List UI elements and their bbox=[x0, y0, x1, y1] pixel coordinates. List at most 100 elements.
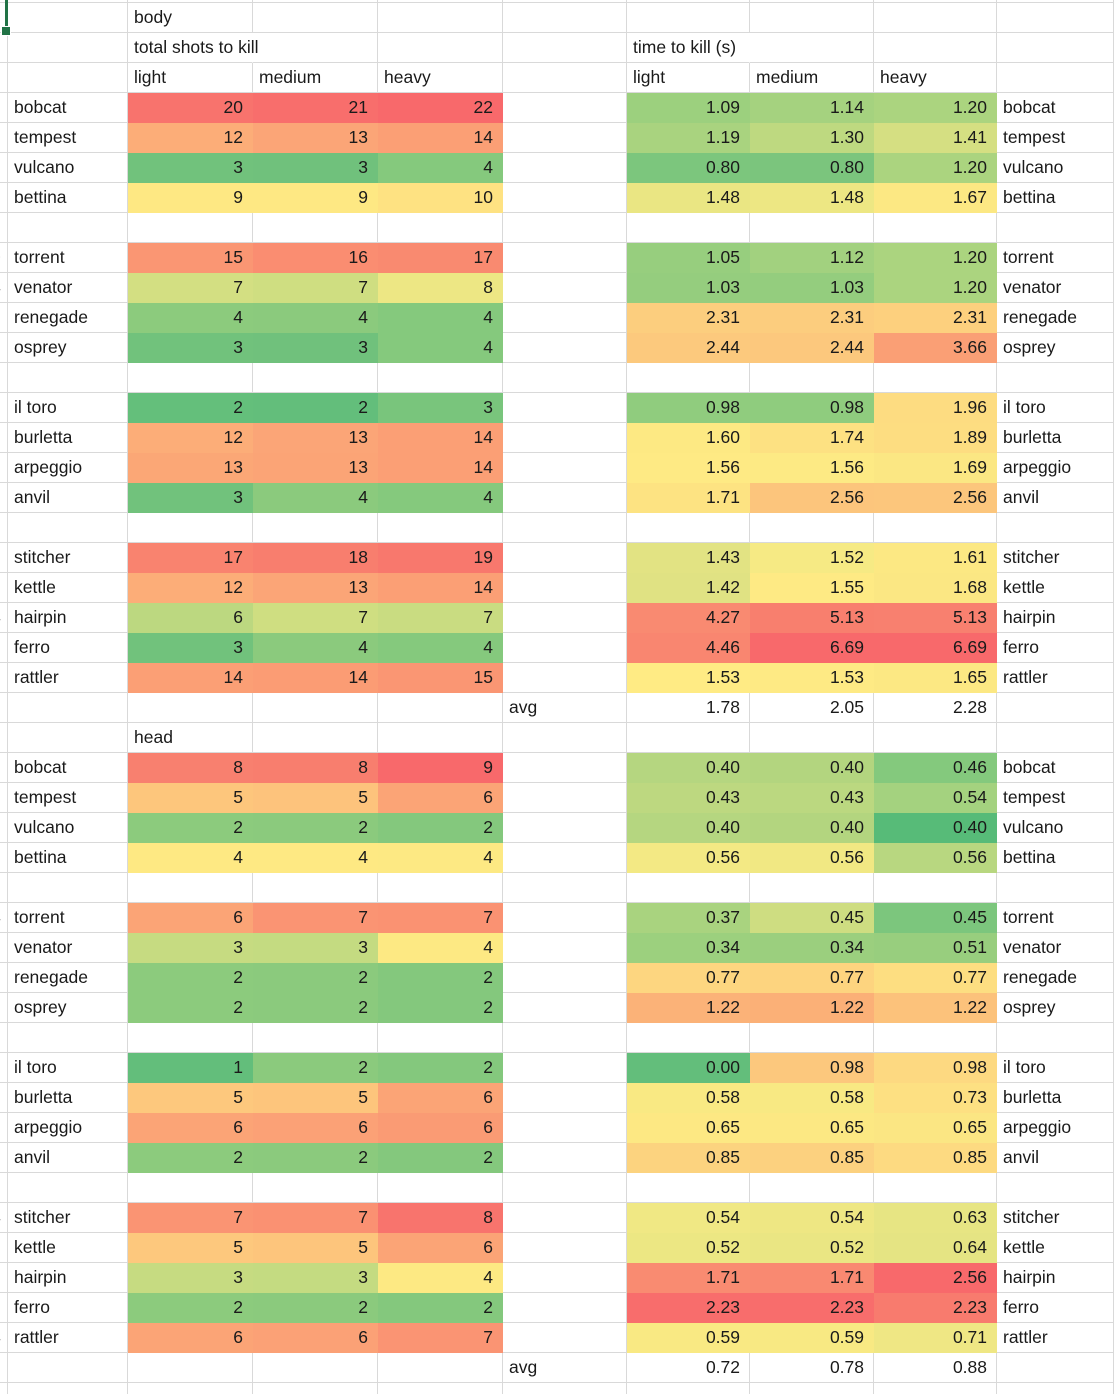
cell-shots-medium[interactable] bbox=[253, 1353, 378, 1383]
cell-shots-heavy[interactable]: 4 bbox=[378, 333, 503, 363]
cell-shots-heavy[interactable]: 8 bbox=[378, 273, 503, 303]
cell-avg-spacer[interactable] bbox=[503, 963, 627, 993]
avg-value-cell[interactable]: 0.72 bbox=[627, 1353, 750, 1383]
cell-shots-heavy[interactable]: 7 bbox=[378, 1323, 503, 1353]
weapon-name-right-cell[interactable]: torrent bbox=[997, 903, 1114, 933]
cell-shots-medium[interactable]: 3 bbox=[253, 153, 378, 183]
cell-shots-heavy[interactable]: 14 bbox=[378, 123, 503, 153]
weapon-name-right-cell[interactable]: renegade bbox=[997, 963, 1114, 993]
weapon-name-right-cell[interactable]: burletta bbox=[997, 423, 1114, 453]
weapon-name-cell[interactable]: hairpin bbox=[8, 1263, 128, 1293]
cell-ttk-medium[interactable]: 0.40 bbox=[750, 813, 874, 843]
cell-shots-medium[interactable]: 7 bbox=[253, 903, 378, 933]
cell-avg-spacer[interactable] bbox=[503, 1203, 627, 1233]
cell-ttk-light[interactable]: 1.42 bbox=[627, 573, 750, 603]
weapon-name-cell[interactable]: burletta bbox=[8, 423, 128, 453]
cell-shots-light[interactable] bbox=[128, 0, 253, 3]
weapon-name-cell[interactable]: torrent bbox=[8, 903, 128, 933]
cell-ttk-heavy[interactable]: 0.64 bbox=[874, 1233, 997, 1263]
cell-ttk-medium[interactable]: 0.65 bbox=[750, 1113, 874, 1143]
cell-ttk-light[interactable]: 1.56 bbox=[627, 453, 750, 483]
cell-shots-heavy[interactable] bbox=[378, 213, 503, 243]
selection-fill-handle[interactable] bbox=[1, 26, 11, 36]
cell-ttk-heavy[interactable]: 2.56 bbox=[874, 483, 997, 513]
cell-shots-medium[interactable]: 3 bbox=[253, 333, 378, 363]
avg-value-cell[interactable]: 0.88 bbox=[874, 1353, 997, 1383]
weapon-name-cell[interactable]: renegade bbox=[8, 963, 128, 993]
cell-shots-heavy[interactable] bbox=[378, 363, 503, 393]
cell-ttk-heavy[interactable] bbox=[874, 3, 997, 33]
cell-avg-spacer[interactable] bbox=[503, 1323, 627, 1353]
weapon-name-cell[interactable]: kettle bbox=[8, 573, 128, 603]
cell-shots-heavy[interactable]: 2 bbox=[378, 1293, 503, 1323]
cell-shots-light[interactable]: 2 bbox=[128, 993, 253, 1023]
cell-shots-heavy[interactable]: 15 bbox=[378, 663, 503, 693]
weapon-name-right-cell[interactable]: tempest bbox=[997, 123, 1114, 153]
cell-avg-spacer[interactable] bbox=[503, 1083, 627, 1113]
cell-avg-spacer[interactable] bbox=[503, 1233, 627, 1263]
cell-weapon-name-right[interactable] bbox=[997, 1173, 1114, 1203]
cell-ttk-heavy[interactable]: 0.71 bbox=[874, 1323, 997, 1353]
cell-ttk-light[interactable]: 0.77 bbox=[627, 963, 750, 993]
weapon-name-right-cell[interactable]: arpeggio bbox=[997, 1113, 1114, 1143]
cell-ttk-heavy[interactable]: 0.77 bbox=[874, 963, 997, 993]
cell-ttk-medium[interactable]: 2.23 bbox=[750, 1293, 874, 1323]
weapon-name-cell[interactable]: vulcano bbox=[8, 813, 128, 843]
cell-ttk-heavy[interactable]: 0.73 bbox=[874, 1083, 997, 1113]
weapon-name-right-cell[interactable]: bobcat bbox=[997, 753, 1114, 783]
cell-clipped-left-column[interactable]: 1 bbox=[0, 1143, 8, 1173]
weapon-name-right-cell[interactable]: hairpin bbox=[997, 603, 1114, 633]
cell-clipped-left-column[interactable] bbox=[0, 513, 8, 543]
cell-ttk-medium[interactable]: 0.98 bbox=[750, 393, 874, 423]
cell-ttk-heavy[interactable] bbox=[874, 213, 997, 243]
avg-label-cell[interactable]: avg bbox=[503, 1353, 627, 1383]
weapon-name-cell[interactable]: ferro bbox=[8, 633, 128, 663]
cell-ttk-light[interactable]: 0.85 bbox=[627, 1143, 750, 1173]
cell-shots-light[interactable]: 4 bbox=[128, 843, 253, 873]
cell-ttk-medium[interactable] bbox=[750, 1023, 874, 1053]
cell-shots-light[interactable]: 12 bbox=[128, 123, 253, 153]
cell-avg-spacer[interactable] bbox=[503, 1143, 627, 1173]
cell-avg-spacer[interactable] bbox=[503, 753, 627, 783]
cell-avg-spacer[interactable] bbox=[503, 603, 627, 633]
cell-clipped-left-column[interactable]: 3 bbox=[0, 453, 8, 483]
weapon-name-cell[interactable]: rattler bbox=[8, 1323, 128, 1353]
cell-ttk-light[interactable]: 0.59 bbox=[627, 1323, 750, 1353]
weapon-name-cell[interactable]: ferro bbox=[8, 1293, 128, 1323]
weapon-name-right-cell[interactable]: venator bbox=[997, 933, 1114, 963]
cell-ttk-light[interactable]: 2.44 bbox=[627, 333, 750, 363]
cell-clipped-left-column[interactable] bbox=[0, 33, 8, 63]
weapon-name-cell[interactable]: bettina bbox=[8, 183, 128, 213]
cell-ttk-heavy[interactable] bbox=[874, 1023, 997, 1053]
cell-shots-heavy[interactable]: 2 bbox=[378, 813, 503, 843]
cell-avg-spacer[interactable] bbox=[503, 723, 627, 753]
cell-clipped-left-column[interactable]: 2 bbox=[0, 303, 8, 333]
weapon-name-cell[interactable]: bobcat bbox=[8, 753, 128, 783]
cell-ttk-heavy[interactable]: 1.22 bbox=[874, 993, 997, 1023]
weapon-name-right-cell[interactable]: osprey bbox=[997, 333, 1114, 363]
cell-shots-heavy[interactable] bbox=[378, 0, 503, 3]
cell-shots-heavy[interactable]: 2 bbox=[378, 963, 503, 993]
cell-ttk-medium[interactable] bbox=[750, 1383, 874, 1394]
cell-clipped-left-column[interactable]: 5 bbox=[0, 753, 8, 783]
weapon-name-right-cell[interactable]: anvil bbox=[997, 1143, 1114, 1173]
cell-ttk-medium[interactable]: 2.56 bbox=[750, 483, 874, 513]
cell-ttk-light[interactable]: 1.71 bbox=[627, 1263, 750, 1293]
cell-avg-spacer[interactable] bbox=[503, 3, 627, 33]
cell-ttk-light[interactable]: 4.46 bbox=[627, 633, 750, 663]
cell-shots-light[interactable]: 6 bbox=[128, 603, 253, 633]
weapon-name-cell[interactable]: torrent bbox=[8, 243, 128, 273]
cell-shots-medium[interactable]: 5 bbox=[253, 1233, 378, 1263]
cell-shots-medium[interactable]: 13 bbox=[253, 453, 378, 483]
cell-ttk-light[interactable]: 0.43 bbox=[627, 783, 750, 813]
cell-shots-medium[interactable]: 4 bbox=[253, 303, 378, 333]
cell-ttk-light[interactable]: 0.40 bbox=[627, 813, 750, 843]
cell-shots-medium[interactable]: 2 bbox=[253, 993, 378, 1023]
cell-ttk-heavy[interactable]: 1.89 bbox=[874, 423, 997, 453]
cell-ttk-heavy[interactable]: 1.96 bbox=[874, 393, 997, 423]
cell-shots-heavy[interactable]: 4 bbox=[378, 1263, 503, 1293]
weapon-name-right-cell[interactable]: stitcher bbox=[997, 1203, 1114, 1233]
cell-clipped-left-column[interactable]: 2 bbox=[0, 843, 8, 873]
weapon-name-right-cell[interactable]: il toro bbox=[997, 1053, 1114, 1083]
cell-clipped-left-column[interactable]: 2 bbox=[0, 933, 8, 963]
